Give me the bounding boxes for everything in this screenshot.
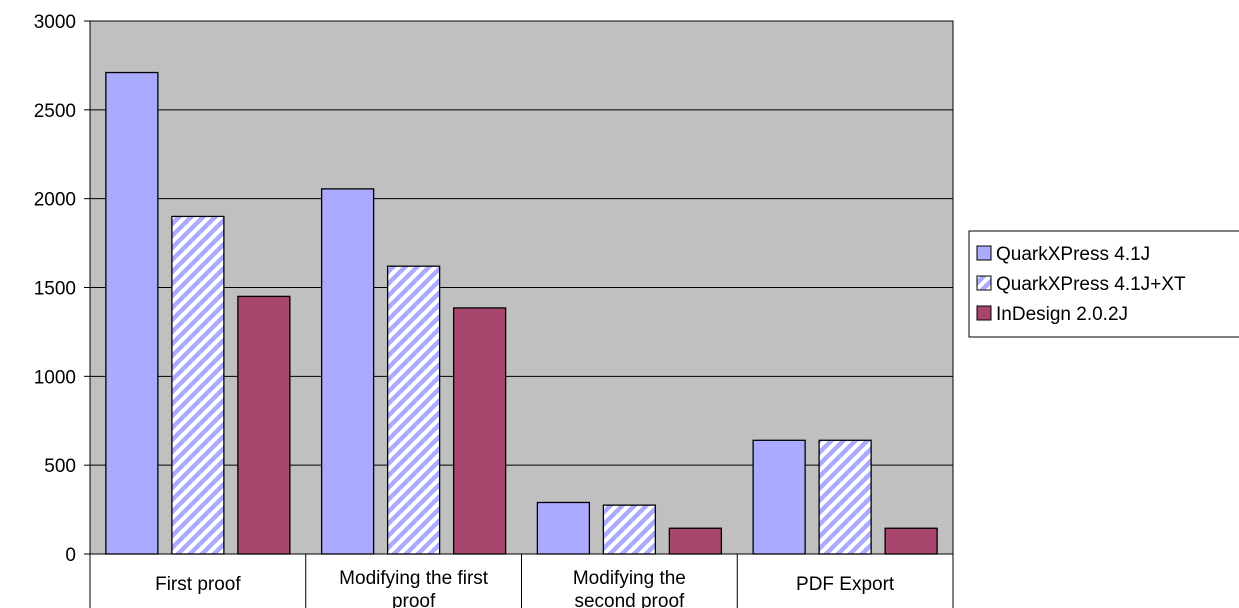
bar-indesign-2-0-2j	[452, 307, 507, 555]
legend-swatch	[976, 275, 992, 291]
category-label: PDF Export	[796, 574, 895, 595]
bar-quarkxpress-4-1j-xt	[386, 265, 441, 555]
bar-indesign-2-0-2j	[237, 295, 291, 555]
bar-quarkxpress-4-1j	[752, 439, 806, 555]
y-tick-label: 1500	[34, 279, 76, 300]
bar-quarkxpress-4-1j	[105, 71, 159, 555]
bar-quarkxpress-4-1j	[320, 188, 375, 555]
category-label-line: PDF Export	[796, 574, 895, 595]
bar-quarkxpress-4-1j-xt	[818, 439, 872, 555]
legend-box	[968, 230, 1239, 338]
bar-quarkxpress-4-1j-xt	[602, 504, 657, 555]
y-tick-label: 3000	[34, 12, 76, 33]
y-tick-label: 500	[44, 456, 76, 477]
category-label: Modifying the first proof	[339, 568, 489, 608]
bars-group	[105, 71, 938, 555]
category-label-line: proof	[392, 591, 436, 608]
legend-swatch	[976, 245, 992, 261]
category-axis: First proof Modifying the first proofModif…	[89, 553, 954, 608]
legend-label: InDesign 2.0.2J	[996, 304, 1128, 325]
y-tick-label: 1000	[34, 367, 76, 388]
bar-quarkxpress-4-1j-xt	[171, 215, 225, 555]
bar-quarkxpress-4-1j	[536, 501, 591, 555]
y-tick-label: 2500	[34, 101, 76, 122]
bar-indesign-2-0-2j	[884, 527, 938, 555]
bar-indesign-2-0-2j	[668, 527, 723, 555]
legend: QuarkXPress 4.1J QuarkXPress 4.1J+XT InDes…	[968, 230, 1239, 338]
y-tick-labels: 0 500 1000 1500 2000 2500 3000	[34, 12, 76, 566]
category-label: Modifying the second proof	[573, 568, 686, 608]
legend-label: QuarkXPress 4.1J	[996, 244, 1150, 265]
y-tick-label: 2000	[34, 190, 76, 211]
category-label-line: second proof	[574, 591, 685, 608]
legend-label: QuarkXPress 4.1J+XT	[996, 274, 1186, 295]
y-tick-label: 0	[65, 545, 76, 566]
category-label: First proof	[155, 574, 241, 595]
legend-swatch	[976, 305, 992, 321]
category-label-line: First proof	[155, 574, 241, 595]
category-label-line: Modifying the first	[339, 568, 489, 589]
category-label-line: Modifying the	[573, 568, 686, 589]
